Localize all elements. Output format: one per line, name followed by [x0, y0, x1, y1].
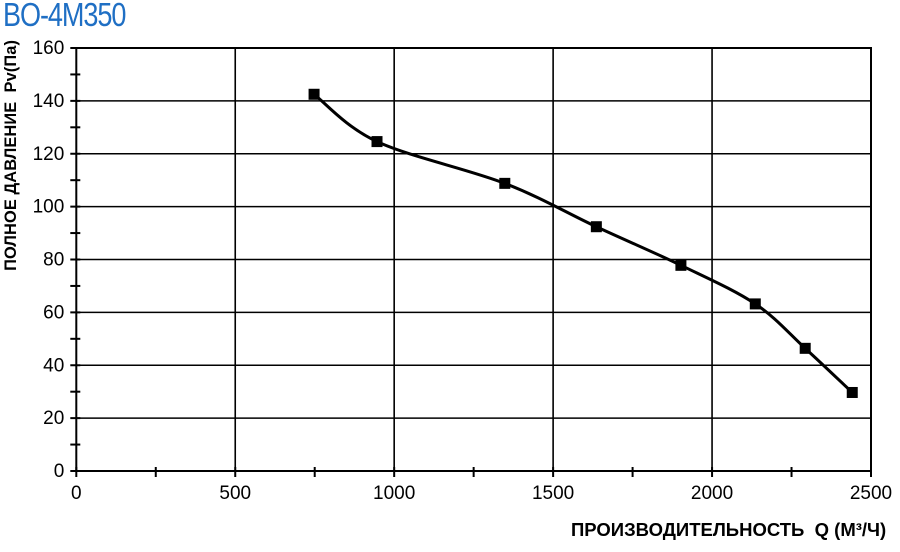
svg-text:160: 160 [33, 38, 65, 59]
svg-text:2000: 2000 [691, 483, 733, 504]
svg-text:60: 60 [43, 302, 64, 323]
svg-text:100: 100 [33, 197, 65, 218]
svg-text:40: 40 [43, 355, 64, 376]
svg-text:80: 80 [43, 250, 64, 271]
svg-text:120: 120 [33, 144, 65, 165]
svg-text:500: 500 [219, 483, 251, 504]
svg-text:1500: 1500 [532, 483, 574, 504]
svg-text:20: 20 [43, 408, 64, 429]
svg-text:0: 0 [54, 461, 65, 482]
svg-text:1000: 1000 [373, 483, 415, 504]
svg-text:0: 0 [71, 483, 82, 504]
svg-text:2500: 2500 [850, 483, 892, 504]
svg-text:140: 140 [33, 91, 65, 112]
